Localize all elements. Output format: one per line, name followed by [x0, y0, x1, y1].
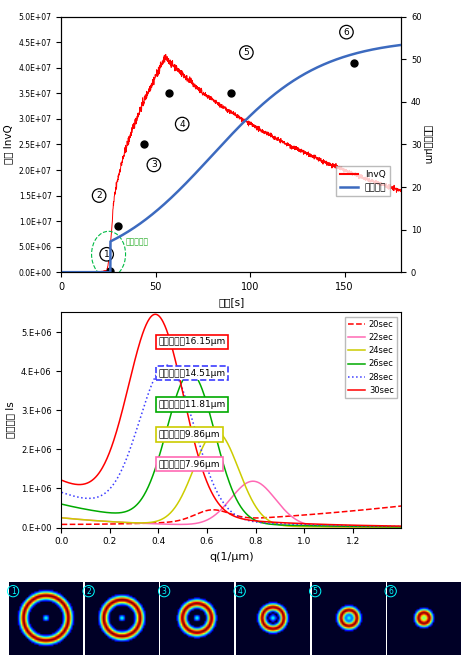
- X-axis label: q(1/μm): q(1/μm): [209, 552, 253, 562]
- 26sec: [260, 519, 265, 527]
- 28sec: [213, 485, 219, 493]
- 20sec: [259, 514, 265, 522]
- 22sec: [212, 511, 218, 519]
- 24sec: [398, 523, 404, 532]
- 30sec: [119, 409, 125, 417]
- Line: 28sec: 28sec: [62, 365, 401, 526]
- 26sec: [213, 433, 219, 441]
- Text: 3: 3: [151, 161, 157, 169]
- Text: 2: 2: [96, 191, 102, 200]
- Y-axis label: 光量 InvQ: 光量 InvQ: [3, 124, 13, 165]
- Text: 1: 1: [104, 250, 110, 259]
- Line: 26sec: 26sec: [62, 373, 401, 527]
- 24sec: [260, 511, 265, 519]
- 28sec: [146, 388, 152, 396]
- X-axis label: 時間[s]: 時間[s]: [218, 298, 244, 307]
- 22sec: [286, 510, 292, 518]
- 30sec: [213, 496, 219, 504]
- Text: 6: 6: [344, 28, 349, 36]
- 24sec: [119, 518, 125, 526]
- Text: 相分離開始: 相分離開始: [126, 237, 149, 246]
- 20sec: [146, 519, 152, 528]
- 22sec: [59, 513, 65, 521]
- 26sec: [315, 522, 320, 530]
- 24sec: [315, 523, 320, 531]
- Line: 24sec: 24sec: [62, 431, 401, 528]
- 30sec: [59, 476, 65, 485]
- 20sec: [286, 512, 291, 520]
- Y-axis label: 周期構造μm: 周期構造μm: [422, 125, 433, 164]
- Text: 3: 3: [162, 587, 167, 595]
- 30sec: [286, 519, 292, 527]
- 20sec: [398, 502, 404, 510]
- 22sec: [119, 518, 125, 526]
- 26sec: [286, 521, 292, 530]
- 30sec: [398, 522, 404, 530]
- 24sec: [286, 522, 292, 530]
- 24sec: [212, 428, 218, 436]
- Text: 4: 4: [179, 120, 185, 128]
- Text: 6: 6: [388, 587, 393, 595]
- 30sec: [315, 520, 320, 528]
- Line: 30sec: 30sec: [62, 314, 401, 526]
- 28sec: [164, 361, 169, 369]
- 30sec: [260, 517, 265, 526]
- Text: 4: 4: [237, 587, 242, 595]
- 28sec: [260, 519, 265, 527]
- 26sec: [187, 369, 193, 377]
- 28sec: [286, 520, 292, 528]
- 20sec: [212, 506, 218, 514]
- 24sec: [213, 427, 219, 435]
- Text: 周期構造：11.81μm: 周期構造：11.81μm: [159, 400, 226, 409]
- 30sec: [146, 315, 152, 323]
- 22sec: [260, 481, 265, 489]
- Text: 周期構造：16.15μm: 周期構造：16.15μm: [159, 337, 226, 346]
- 30sec: [152, 310, 158, 319]
- 22sec: [146, 519, 152, 528]
- 24sec: [59, 513, 65, 521]
- 28sec: [398, 522, 404, 530]
- Y-axis label: 散乱強度 Is: 散乱強度 Is: [5, 402, 15, 438]
- 28sec: [315, 521, 320, 529]
- Text: 2: 2: [86, 587, 91, 595]
- Text: 5: 5: [313, 587, 318, 595]
- 20sec: [119, 519, 125, 528]
- 26sec: [398, 523, 404, 531]
- 26sec: [119, 509, 125, 517]
- Legend: 20sec, 22sec, 24sec, 26sec, 28sec, 30sec: 20sec, 22sec, 24sec, 26sec, 28sec, 30sec: [345, 317, 397, 398]
- Text: 1: 1: [11, 587, 16, 595]
- 20sec: [59, 520, 65, 528]
- 22sec: [315, 522, 320, 530]
- Text: 周期構造：9.86μm: 周期構造：9.86μm: [159, 430, 220, 439]
- Text: 5: 5: [244, 48, 249, 57]
- Text: 周期構造：7.96μm: 周期構造：7.96μm: [159, 460, 220, 468]
- Line: 22sec: 22sec: [62, 481, 401, 528]
- 28sec: [59, 489, 65, 497]
- 26sec: [59, 500, 65, 508]
- 24sec: [146, 519, 152, 527]
- Text: 周期構造：14.51μm: 周期構造：14.51μm: [159, 368, 226, 378]
- 22sec: [251, 477, 256, 485]
- 28sec: [119, 466, 125, 474]
- Legend: InvQ, 周期構造: InvQ, 周期構造: [336, 167, 390, 196]
- 20sec: [314, 510, 320, 518]
- 26sec: [146, 481, 152, 489]
- Line: 20sec: 20sec: [62, 506, 401, 524]
- 22sec: [398, 523, 404, 532]
